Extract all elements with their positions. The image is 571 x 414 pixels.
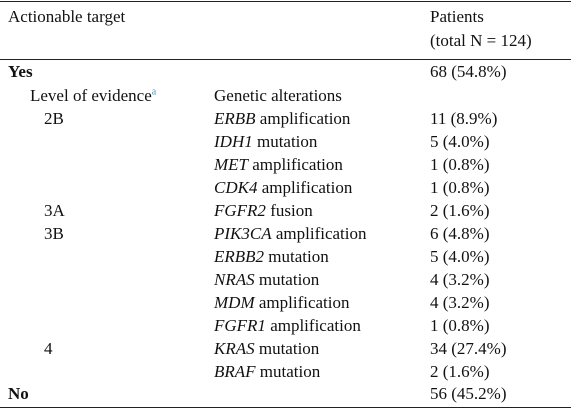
- evidence-level-cell: 3A: [44, 201, 65, 220]
- genetic-alteration-cell: KRAS mutation: [214, 339, 319, 359]
- no-patients: 56 (45.2%): [430, 384, 507, 403]
- alteration-type: mutation: [259, 362, 321, 381]
- patients-cell: 5 (4.0%): [430, 132, 490, 151]
- gene-name: ERBB: [214, 109, 256, 128]
- genetic-alteration-cell: FGFR2 fusion: [214, 201, 313, 221]
- evidence-level-cell: 4: [44, 339, 53, 358]
- patients-cell: 4 (3.2%): [430, 293, 490, 312]
- genetic-alteration-cell: FGFR1 amplification: [214, 316, 361, 336]
- genetic-alteration-cell: MDM amplification: [214, 293, 350, 313]
- alteration-type: fusion: [270, 201, 313, 220]
- gene-name: MET: [214, 155, 248, 174]
- header-patients-total: (total N = 124): [430, 31, 532, 50]
- genetic-alterations-header: Genetic alterations: [214, 86, 342, 105]
- alteration-type: mutation: [268, 247, 329, 266]
- genetic-alteration-cell: CDK4 amplification: [214, 178, 352, 198]
- patients-cell: 4 (3.2%): [430, 270, 490, 289]
- no-label: No: [8, 384, 29, 403]
- genetic-alteration-cell: BRAF mutation: [214, 362, 320, 382]
- alteration-type: amplification: [261, 178, 353, 197]
- gene-name: NRAS: [214, 270, 255, 289]
- footnote-marker-a: a: [151, 86, 157, 98]
- alteration-type: mutation: [258, 339, 320, 358]
- patients-cell: 2 (1.6%): [430, 201, 490, 220]
- genetic-alteration-cell: MET amplification: [214, 155, 343, 175]
- alteration-type: amplification: [259, 109, 351, 128]
- genetic-alteration-cell: NRAS mutation: [214, 270, 319, 290]
- header-actionable-target: Actionable target: [8, 7, 126, 26]
- yes-label: Yes: [8, 62, 33, 81]
- gene-name: PIK3CA: [214, 224, 272, 243]
- gene-name: KRAS: [214, 339, 255, 358]
- level-of-evidence-header: Level of evidencea: [30, 86, 157, 105]
- top-rule: [0, 1, 571, 2]
- patients-cell: 6 (4.8%): [430, 224, 490, 243]
- patients-cell: 1 (0.8%): [430, 155, 490, 174]
- evidence-level-cell: 2B: [44, 109, 64, 128]
- yes-patients: 68 (54.8%): [430, 62, 507, 81]
- patients-cell: 2 (1.6%): [430, 362, 490, 381]
- header-rule: [0, 59, 571, 60]
- alteration-type: amplification: [275, 224, 367, 243]
- genetic-alteration-cell: PIK3CA amplification: [214, 224, 367, 244]
- genetic-alteration-cell: IDH1 mutation: [214, 132, 317, 152]
- patients-cell: 1 (0.8%): [430, 178, 490, 197]
- patients-cell: 1 (0.8%): [430, 316, 490, 335]
- patients-cell: 11 (8.9%): [430, 109, 498, 128]
- alteration-type: amplification: [252, 155, 343, 174]
- gene-name: MDM: [214, 293, 255, 312]
- genetic-alteration-cell: ERBB amplification: [214, 109, 350, 129]
- gene-name: ERBB2: [214, 247, 265, 266]
- patients-cell: 34 (27.4%): [430, 339, 507, 358]
- evidence-level-cell: 3B: [44, 224, 64, 243]
- alteration-type: amplification: [258, 293, 350, 312]
- gene-name: FGFR1: [214, 316, 266, 335]
- gene-name: CDK4: [214, 178, 258, 197]
- header-patients: Patients: [430, 7, 484, 26]
- gene-name: IDH1: [214, 132, 253, 151]
- patients-cell: 5 (4.0%): [430, 247, 490, 266]
- genetic-alteration-cell: ERBB2 mutation: [214, 247, 329, 267]
- bottom-rule: [0, 407, 571, 408]
- alteration-type: mutation: [258, 270, 320, 289]
- gene-name: BRAF: [214, 362, 256, 381]
- alteration-type: amplification: [270, 316, 361, 335]
- gene-name: FGFR2: [214, 201, 266, 220]
- alteration-type: mutation: [256, 132, 318, 151]
